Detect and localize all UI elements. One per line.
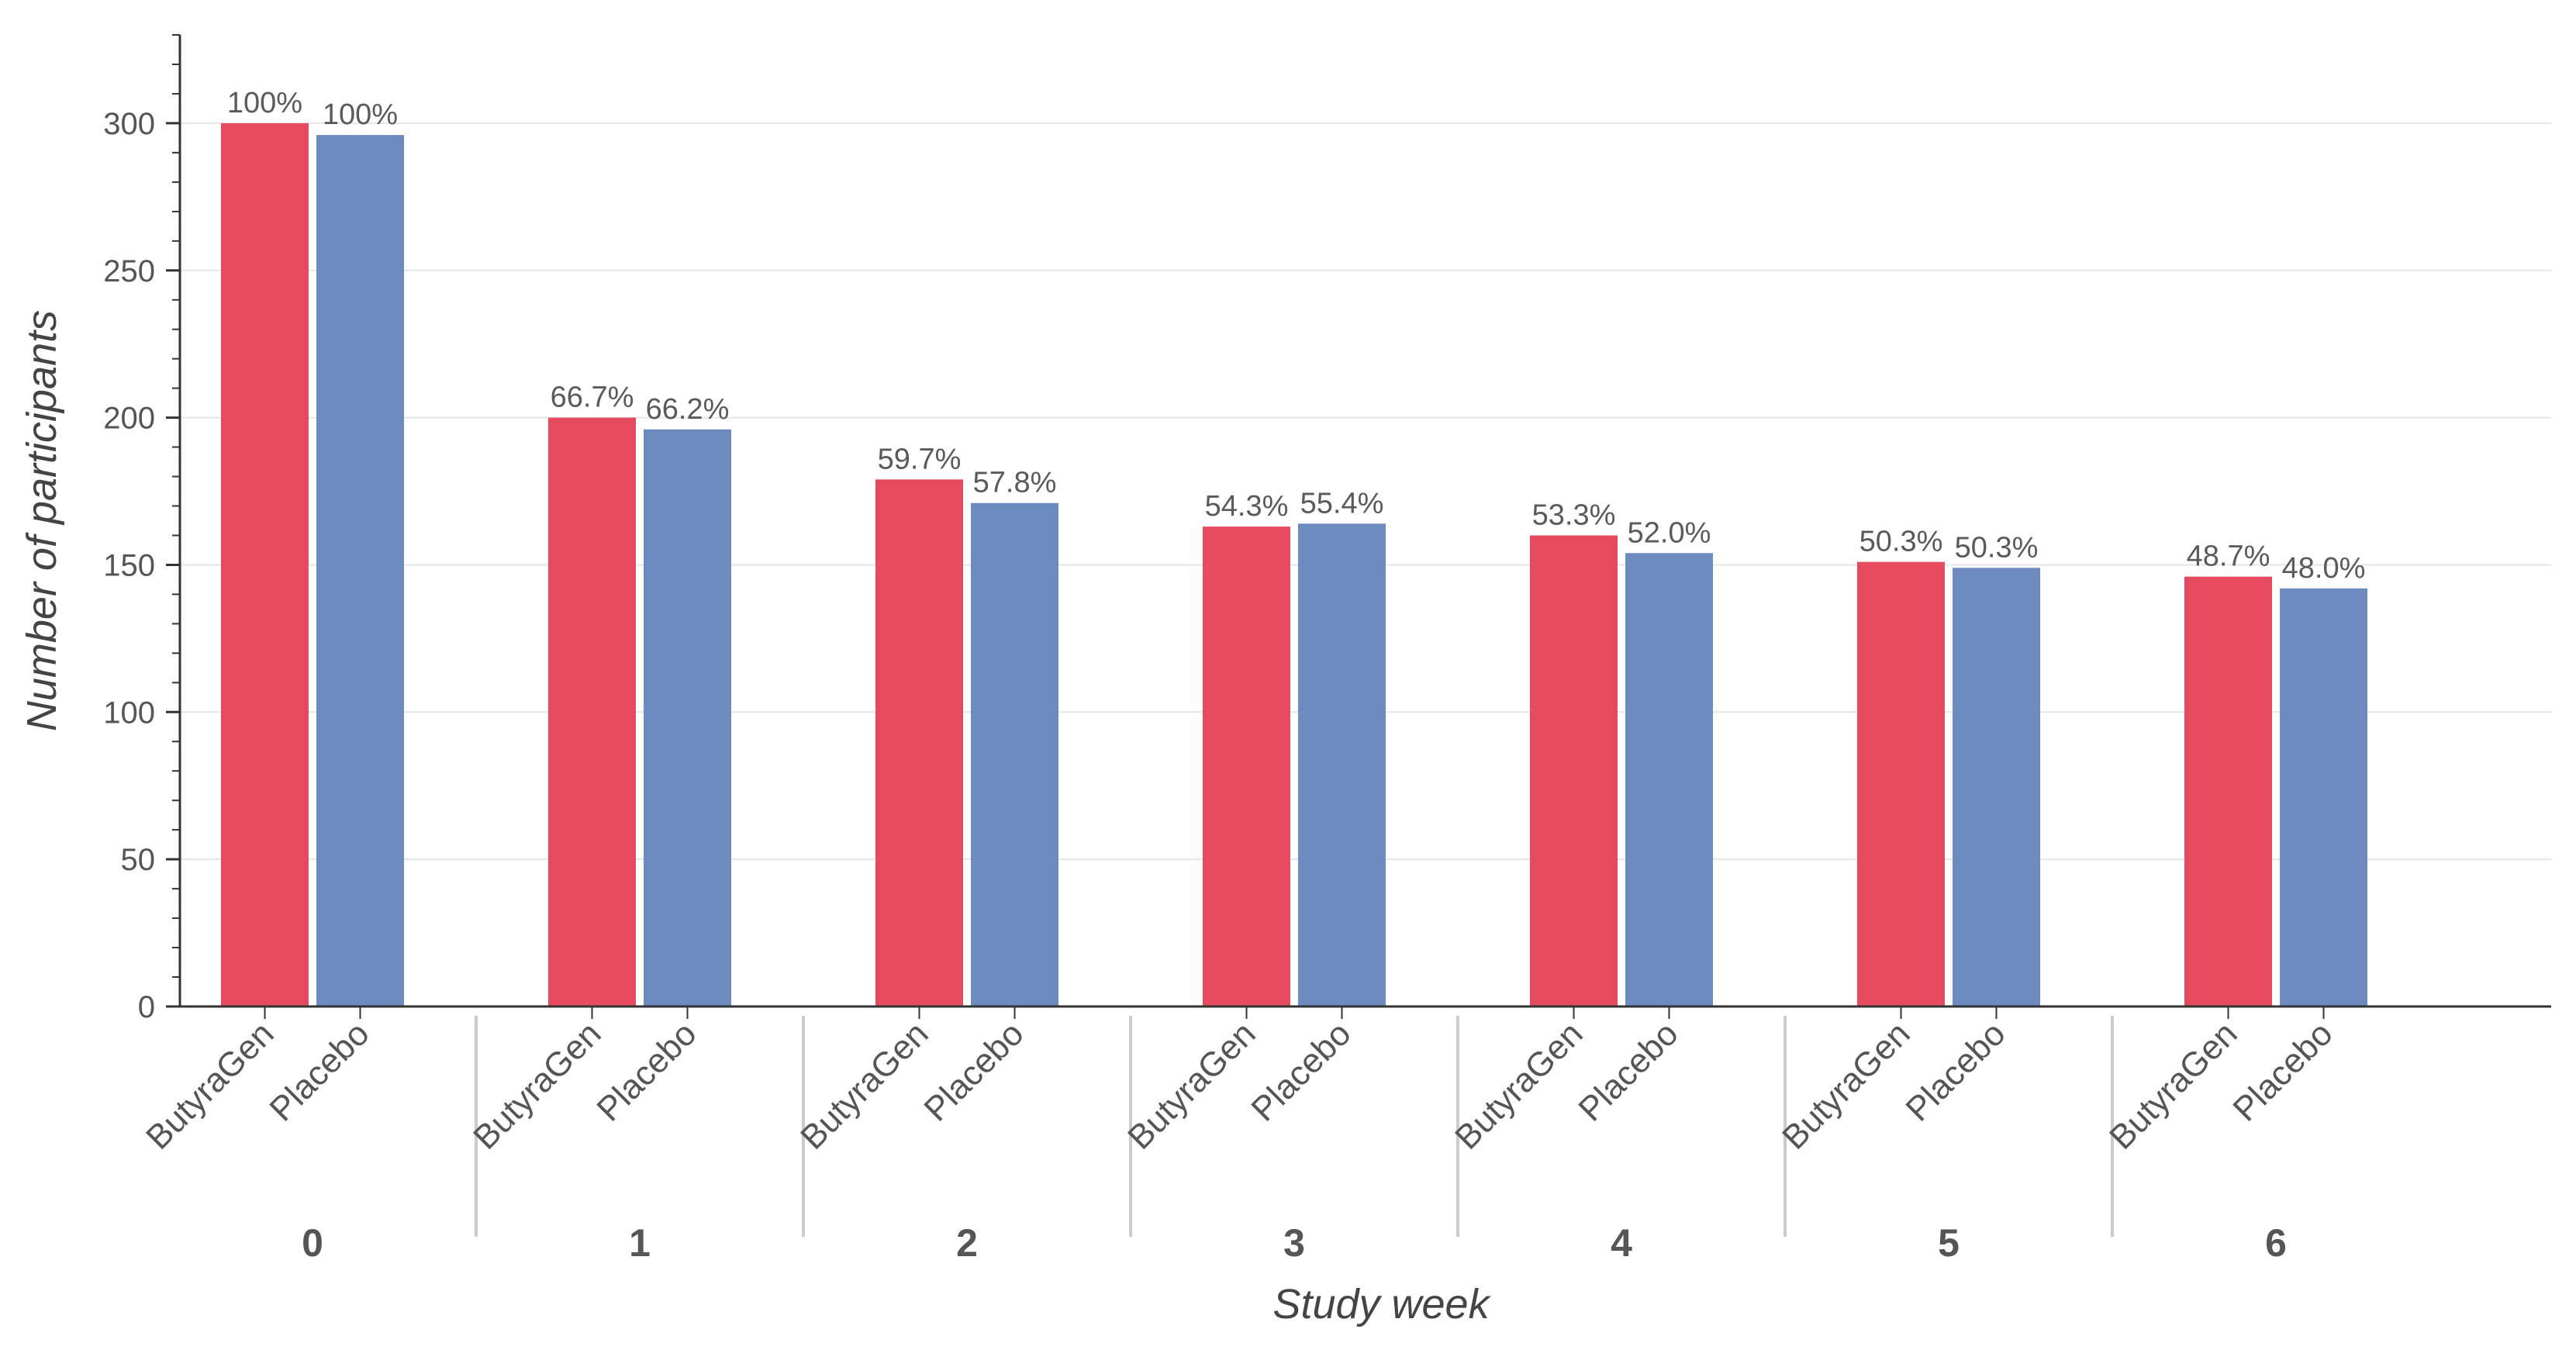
x-category-label: ButyraGen bbox=[1448, 1014, 1590, 1156]
data-label: 52.0% bbox=[1628, 516, 1711, 549]
x-group-label: 6 bbox=[2265, 1221, 2287, 1265]
x-group-label: 4 bbox=[1611, 1221, 1632, 1265]
y-tick-label: 0 bbox=[138, 990, 155, 1024]
x-category-label: ButyraGen bbox=[466, 1014, 608, 1156]
x-group-label: 2 bbox=[956, 1221, 978, 1265]
bar-butyragen-week-2 bbox=[875, 479, 963, 1006]
x-group-label: 3 bbox=[1283, 1221, 1305, 1265]
x-axis-title: Study week bbox=[1272, 1281, 1491, 1328]
x-category-label: ButyraGen bbox=[2102, 1014, 2244, 1156]
bar-placebo-week-5 bbox=[1953, 568, 2040, 1006]
bar-placebo-week-1 bbox=[644, 429, 731, 1006]
bar-butyragen-week-5 bbox=[1857, 561, 1945, 1006]
bar-placebo-week-0 bbox=[316, 135, 404, 1007]
bar-butyragen-week-1 bbox=[548, 417, 636, 1006]
data-label: 100% bbox=[323, 98, 398, 131]
data-label: 100% bbox=[227, 87, 302, 119]
bar-butyragen-week-3 bbox=[1203, 527, 1290, 1006]
x-category-label: Placebo bbox=[589, 1014, 703, 1128]
data-label: 53.3% bbox=[1532, 499, 1616, 531]
x-category-label: ButyraGen bbox=[1121, 1014, 1262, 1156]
y-tick-label: 200 bbox=[103, 402, 155, 436]
x-category-label: Placebo bbox=[1571, 1014, 1685, 1128]
data-label: 54.3% bbox=[1205, 490, 1289, 523]
data-label: 66.7% bbox=[551, 382, 634, 414]
data-label: 55.4% bbox=[1300, 487, 1384, 520]
bars bbox=[221, 123, 2367, 1007]
x-group-label: 0 bbox=[302, 1221, 323, 1265]
bar-placebo-week-3 bbox=[1298, 523, 1386, 1006]
bar-placebo-week-6 bbox=[2280, 588, 2367, 1006]
y-tick-label: 50 bbox=[121, 843, 156, 877]
y-axis-title: Number of participants bbox=[19, 310, 65, 731]
x-category-label: Placebo bbox=[2226, 1014, 2339, 1128]
x-category-label: ButyraGen bbox=[139, 1014, 281, 1156]
x-category-label: Placebo bbox=[1244, 1014, 1358, 1128]
x-category-label: ButyraGen bbox=[1775, 1014, 1917, 1156]
data-label: 48.0% bbox=[2282, 552, 2366, 585]
axes bbox=[166, 34, 2551, 1237]
x-group-label: 5 bbox=[1938, 1221, 1960, 1265]
x-group-label: 1 bbox=[629, 1221, 651, 1265]
data-label: 66.2% bbox=[646, 393, 730, 426]
y-tick-label: 250 bbox=[103, 254, 155, 288]
data-label: 59.7% bbox=[878, 443, 962, 475]
x-category-label: ButyraGen bbox=[793, 1014, 935, 1156]
data-label: 48.7% bbox=[2187, 540, 2270, 573]
data-label: 50.3% bbox=[1859, 526, 1943, 558]
x-category-label: Placebo bbox=[1898, 1014, 2012, 1128]
x-category-label: Placebo bbox=[262, 1014, 376, 1128]
y-tick-label: 300 bbox=[103, 107, 155, 141]
bar-butyragen-week-6 bbox=[2184, 576, 2272, 1006]
y-tick-label: 100 bbox=[103, 696, 155, 730]
bar-butyragen-week-4 bbox=[1530, 535, 1618, 1006]
bar-butyragen-week-0 bbox=[221, 123, 309, 1007]
data-label: 57.8% bbox=[973, 467, 1057, 499]
x-category-label: Placebo bbox=[917, 1014, 1031, 1128]
y-tick-label: 150 bbox=[103, 548, 155, 582]
data-label: 50.3% bbox=[1955, 531, 2039, 564]
bar-placebo-week-2 bbox=[971, 502, 1058, 1006]
bar-placebo-week-4 bbox=[1625, 553, 1713, 1006]
